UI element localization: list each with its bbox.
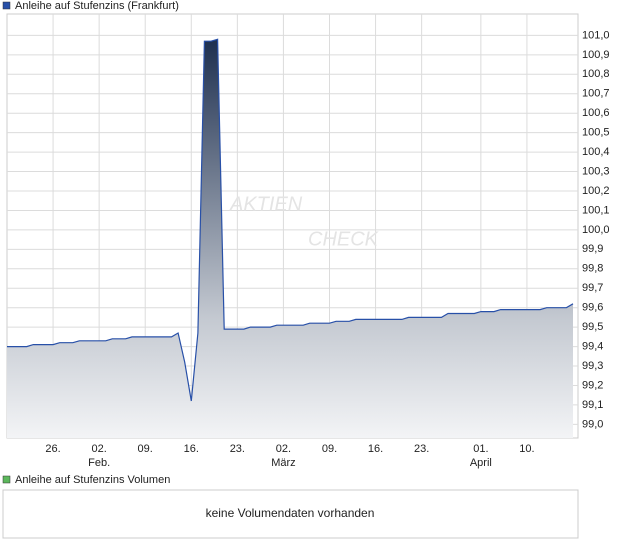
x-tick-label: 02.	[276, 443, 291, 455]
y-tick-label: 100,6	[582, 107, 610, 119]
x-tick-label: 16.	[368, 443, 383, 455]
x-tick-label: 09.	[322, 443, 337, 455]
line	[7, 38, 574, 402]
x-tick-label: 23.	[414, 443, 429, 455]
legend-swatch	[2, 475, 11, 484]
y-tick-label: 99,1	[582, 399, 603, 411]
y-tick-label: 99,6	[582, 302, 603, 314]
x-tick-label: 09.	[138, 443, 153, 455]
y-tick-label: 99,0	[582, 418, 603, 430]
y-tick-label: 100,3	[582, 165, 610, 177]
y-tick-label: 100,1	[582, 204, 610, 216]
watermark: CHECK	[308, 228, 380, 250]
y-tick-label: 100,2	[582, 185, 610, 197]
y-tick-label: 99,8	[582, 263, 603, 275]
y-tick-label: 100,0	[582, 224, 610, 236]
y-tick-label: 100,5	[582, 127, 610, 139]
y-tick-label: 99,3	[582, 360, 603, 372]
x-tick-label: 10.	[519, 443, 534, 455]
x-tick-label: 26.	[45, 443, 60, 455]
y-tick-label: 99,9	[582, 243, 603, 255]
x-tick-label: 23.	[230, 443, 245, 455]
y-tick-label: 99,4	[582, 340, 603, 352]
legend-label: Anleihe auf Stufenzins (Frankfurt)	[15, 0, 179, 12]
y-tick-label: 99,5	[582, 321, 603, 333]
watermark: AKTIEN	[229, 193, 303, 215]
x-month-label: Feb.	[88, 457, 110, 469]
y-tick-label: 100,4	[582, 146, 610, 158]
y-tick-label: 99,2	[582, 379, 603, 391]
volume-note: keine Volumendaten vorhanden	[206, 506, 375, 520]
x-month-label: März	[271, 457, 295, 469]
volume-panel	[2, 489, 579, 539]
y-tick-label: 100,9	[582, 49, 610, 61]
y-tick-label: 101,0	[582, 29, 610, 41]
x-tick-label: 16.	[184, 443, 199, 455]
x-month-label: April	[470, 457, 492, 469]
area	[7, 39, 573, 439]
legend-swatch	[2, 1, 11, 10]
x-tick-label: 02.	[91, 443, 106, 455]
y-tick-label: 99,7	[582, 282, 603, 294]
y-tick-label: 100,8	[582, 68, 610, 80]
x-tick-label: 01.	[473, 443, 488, 455]
y-tick-label: 100,7	[582, 88, 610, 100]
legend-label: Anleihe auf Stufenzins Volumen	[15, 474, 170, 486]
